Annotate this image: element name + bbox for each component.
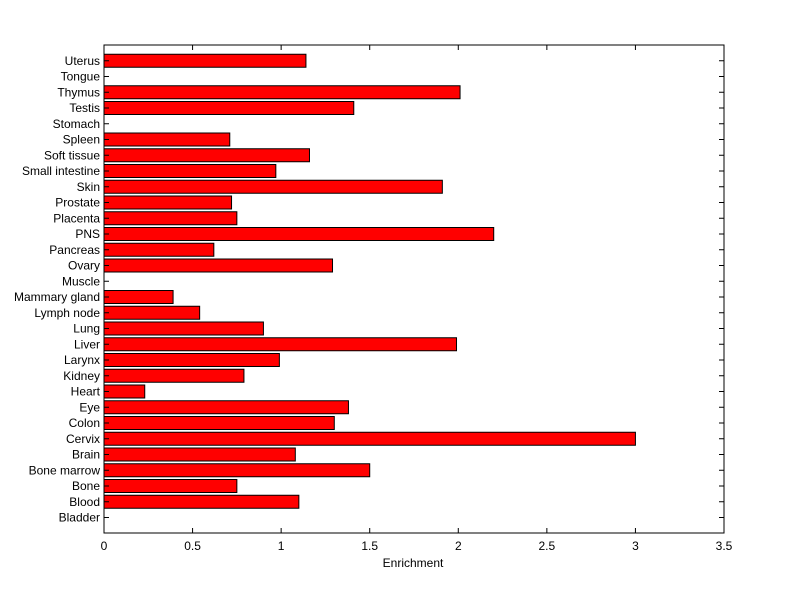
bar-10 [103,353,280,367]
y-tick-label: Thymus [57,85,100,99]
y-tick-label: Mammary gland [14,290,100,304]
y-tick-label: Bone marrow [29,463,101,477]
bar-3 [103,463,371,478]
x-tick-label: 1.5 [361,539,378,553]
bar-4 [103,447,296,462]
bar-12 [103,321,264,336]
bar-27 [103,85,461,100]
x-tick-label: 0 [101,539,108,553]
bar-21 [103,179,443,194]
y-tick-label: Testis [69,101,100,115]
x-tick-label: 0.5 [184,539,201,553]
y-tick-label: Heart [71,385,101,399]
x-axis-title: Enrichment [383,556,444,570]
y-tick-label: Larynx [64,353,100,367]
bar-6 [103,416,335,430]
bar-20 [103,195,233,210]
y-tick-label: Colon [69,416,100,430]
x-tick-label: 3.5 [716,539,733,553]
x-tick-label: 3 [632,539,639,553]
y-tick-label: Cervix [66,432,100,446]
y-tick-label: Eye [79,400,100,414]
y-tick-label: Liver [74,337,100,351]
y-tick-label: Kidney [63,369,100,383]
y-tick-label: Muscle [62,274,100,288]
x-ticks-group: 0 0.5 1 1.5 2 2.5 3 3.5 [101,45,733,553]
bar-23 [103,148,310,163]
bar-18 [103,227,495,241]
bar-7 [103,400,349,415]
y-tick-label: Uterus [65,54,100,68]
bar-26 [103,101,355,115]
y-tick-label: Brain [72,448,100,462]
y-tick-label: Tongue [61,70,101,84]
x-tick-label: 1 [278,539,285,553]
bar-29 [103,53,307,68]
x-tick-label: 2.5 [539,539,556,553]
y-tick-label: Stomach [53,117,100,131]
bar-9 [103,368,245,383]
bar-8 [103,384,146,399]
bar-14 [103,290,174,304]
y-tick-label: Small intestine [22,164,100,178]
y-tick-label: Lymph node [34,306,100,320]
y-tick-label: Soft tissue [44,148,100,162]
y-tick-label: Spleen [63,133,100,147]
y-tick-label: Bladder [59,511,100,525]
bar-16 [103,258,334,273]
bar-5 [103,431,636,446]
y-tick-label: PNS [75,227,100,241]
y-tick-label: Ovary [68,259,100,273]
plot-frame [103,44,725,534]
y-tick-label: Blood [69,495,100,509]
bar-1 [103,494,300,509]
y-tick-label: Prostate [55,196,100,210]
x-tick-label: 2 [455,539,462,553]
y-tick-label: Skin [77,180,100,194]
y-tick-label: Bone [72,479,100,493]
bar-2 [103,479,238,493]
bar-11 [103,337,458,352]
bar-19 [103,211,238,226]
bar-22 [103,164,277,178]
y-tick-label: Placenta [53,211,100,225]
bar-17 [103,242,215,257]
bar-13 [103,305,201,320]
y-tick-label: Pancreas [49,243,100,257]
y-tick-label: Lung [73,322,100,336]
bar-24 [103,132,231,147]
